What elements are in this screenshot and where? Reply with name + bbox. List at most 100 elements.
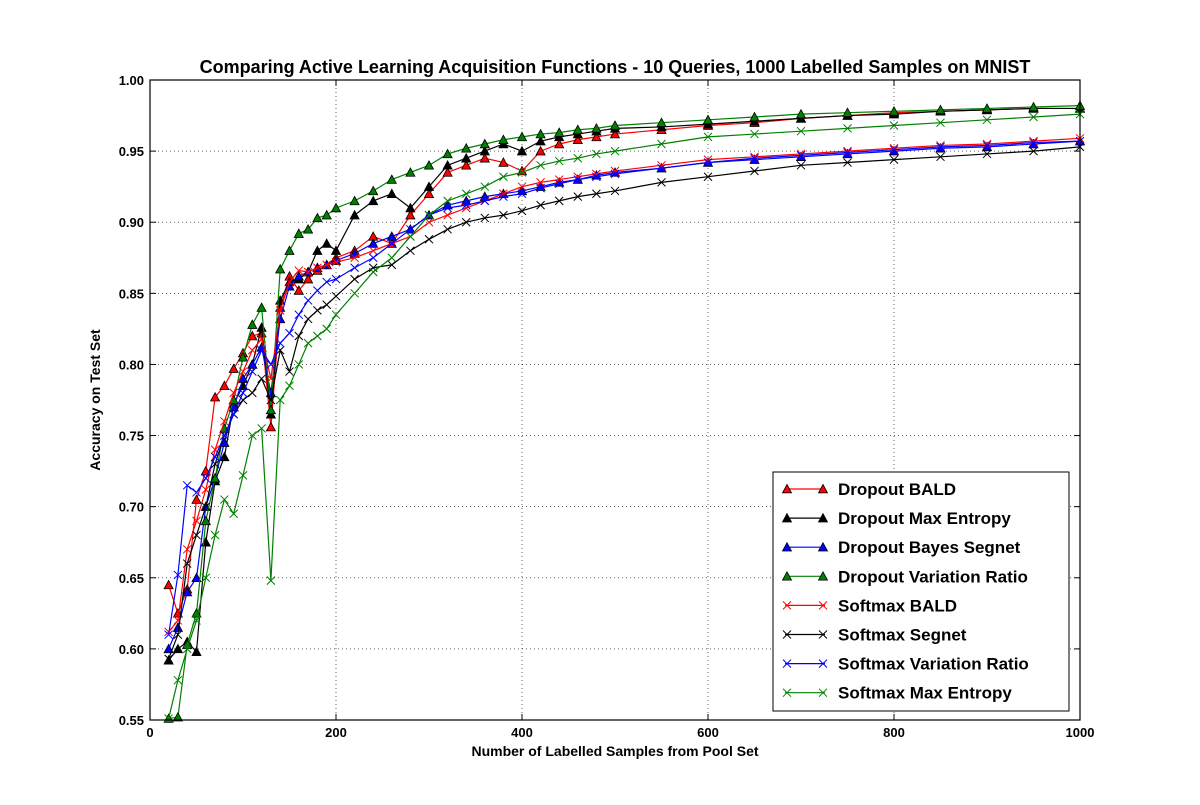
data-point xyxy=(424,210,434,220)
data-point xyxy=(517,206,527,216)
data-point xyxy=(350,274,359,284)
data-point-stroke xyxy=(424,210,434,220)
data-point xyxy=(572,124,583,135)
data-point xyxy=(406,246,415,256)
data-point xyxy=(610,186,620,196)
data-point xyxy=(935,104,946,115)
data-point xyxy=(498,134,509,144)
data-point xyxy=(423,188,435,199)
data-point xyxy=(1028,101,1039,112)
data-point xyxy=(173,675,183,685)
data-point-stroke xyxy=(182,480,192,490)
data-point-stroke xyxy=(517,168,527,177)
y-tick-label: 1.00 xyxy=(119,73,144,88)
data-point xyxy=(294,360,304,369)
data-point xyxy=(536,183,545,193)
data-point xyxy=(331,257,341,267)
data-point-stroke xyxy=(238,388,248,398)
data-point xyxy=(843,158,852,167)
data-point xyxy=(201,502,211,512)
data-point-stroke xyxy=(266,374,276,384)
data-point xyxy=(889,155,899,164)
data-point-stroke xyxy=(1029,138,1038,147)
data-point xyxy=(936,152,945,162)
data-point xyxy=(228,363,239,373)
data-point-stroke xyxy=(313,306,322,315)
data-point xyxy=(294,266,304,275)
data-point-stroke xyxy=(1029,136,1038,146)
data-point xyxy=(889,121,899,130)
data-point xyxy=(247,345,257,355)
data-point-stroke xyxy=(889,121,899,130)
data-point xyxy=(461,200,471,210)
data-point-stroke xyxy=(443,210,452,220)
data-point-stroke xyxy=(461,217,471,227)
data-point xyxy=(573,153,583,163)
data-point xyxy=(182,544,192,554)
data-point xyxy=(442,148,453,159)
data-point-stroke xyxy=(387,239,397,248)
data-point xyxy=(247,367,257,376)
data-point xyxy=(182,586,193,597)
data-point xyxy=(572,134,583,144)
data-point xyxy=(387,260,397,270)
data-point xyxy=(1029,136,1038,146)
data-point xyxy=(592,172,601,182)
series-dropout-variation-ratio xyxy=(163,100,1086,723)
data-point xyxy=(888,105,900,116)
data-point xyxy=(275,306,285,315)
data-point xyxy=(461,217,471,227)
data-point xyxy=(480,213,490,223)
data-point xyxy=(247,330,258,341)
data-point-stroke xyxy=(889,143,899,153)
data-point xyxy=(266,374,276,384)
data-point xyxy=(238,395,248,405)
data-point xyxy=(163,579,174,590)
legend-item: Dropout Max Entropy xyxy=(781,509,1011,528)
series-line xyxy=(168,105,1081,720)
data-point xyxy=(479,145,490,156)
data-point xyxy=(479,138,490,149)
data-point-stroke xyxy=(554,156,564,166)
data-point xyxy=(275,263,286,274)
data-point xyxy=(749,111,760,122)
data-point-stroke xyxy=(592,189,601,199)
data-point xyxy=(266,395,276,405)
data-point-stroke xyxy=(499,192,508,201)
data-point xyxy=(237,351,249,362)
data-point xyxy=(349,195,360,206)
data-point xyxy=(303,338,313,348)
data-point-stroke xyxy=(889,155,899,164)
data-point xyxy=(229,509,239,519)
data-point xyxy=(609,128,621,139)
data-point xyxy=(386,188,397,199)
data-point xyxy=(817,570,829,581)
data-point xyxy=(443,224,452,234)
data-point xyxy=(182,644,192,654)
data-point-stroke xyxy=(889,145,899,155)
data-point-stroke xyxy=(443,224,452,234)
y-tick-label: 0.65 xyxy=(119,571,144,586)
data-point xyxy=(192,616,201,625)
data-point-stroke xyxy=(796,149,806,159)
data-point xyxy=(424,217,434,227)
data-point-stroke xyxy=(266,360,276,369)
legend-label: Softmax Variation Ratio xyxy=(838,655,1029,674)
data-point-stroke xyxy=(247,431,257,440)
data-point xyxy=(350,253,359,263)
data-point-stroke xyxy=(406,232,415,241)
data-point-stroke xyxy=(982,115,992,125)
data-point-stroke xyxy=(936,142,945,152)
data-point xyxy=(405,167,416,177)
y-tick-label: 0.55 xyxy=(119,713,144,728)
legend-item: Softmax BALD xyxy=(782,596,957,615)
data-point xyxy=(480,196,490,206)
data-point-stroke xyxy=(406,224,415,234)
data-point xyxy=(936,142,945,152)
data-point-stroke xyxy=(368,263,378,273)
data-point xyxy=(442,199,453,210)
data-point xyxy=(237,373,249,383)
legend-label: Softmax Max Entropy xyxy=(838,684,1012,703)
data-point-stroke xyxy=(285,367,294,376)
data-point xyxy=(498,157,509,167)
